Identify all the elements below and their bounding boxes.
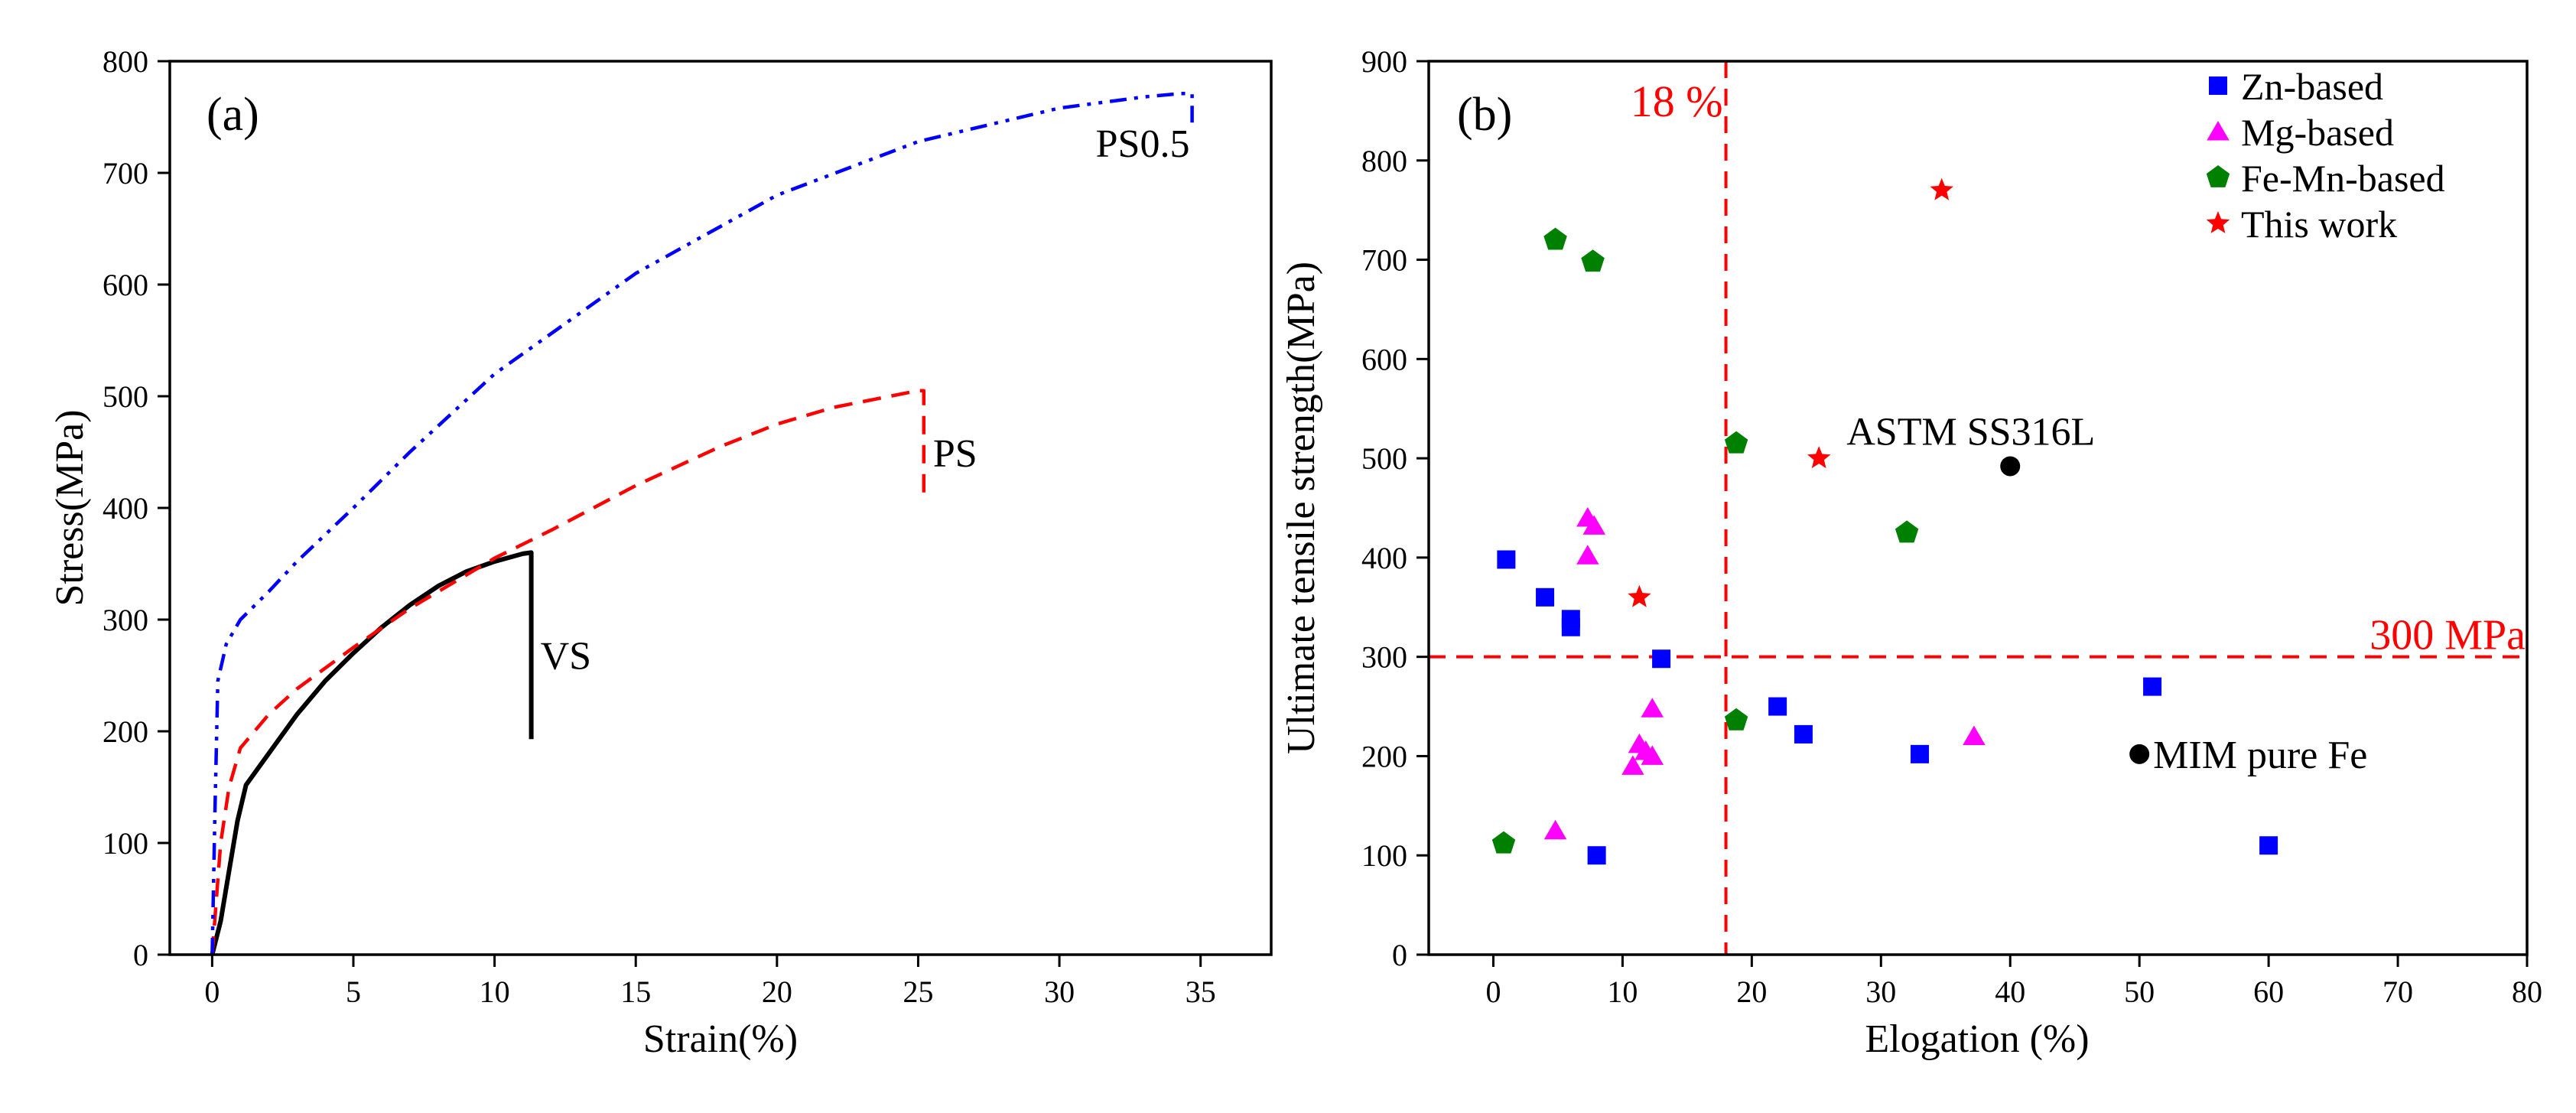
panel-a-series-label-ps0-5: PS0.5 xyxy=(1096,122,1190,166)
panel-b-x-tick-label: 0 xyxy=(1485,975,1501,1009)
panel-b-x-axis-title: Elogation (%) xyxy=(1865,1017,2089,1061)
panel-a-x-axis-title: Strain(%) xyxy=(643,1017,798,1061)
panel-b-point-this-work xyxy=(1930,177,1953,200)
panel-b-point-zn-based xyxy=(1536,587,1555,607)
legend-marker-zn-based xyxy=(2209,76,2227,95)
panel-a-x-tick-label: 30 xyxy=(1044,975,1075,1009)
panel-b-reference-label-astm-ss316l: ASTM SS316L xyxy=(1846,410,2095,454)
panel-a-x-tick-label: 35 xyxy=(1186,975,1216,1009)
panel-a-x-tick-label: 20 xyxy=(762,975,792,1009)
panel-b-y-tick-label: 400 xyxy=(1361,541,1407,575)
panel-a-label: (a) xyxy=(207,89,259,141)
panel-a-y-tick-label: 400 xyxy=(102,491,148,526)
panel-b-point-zn-based xyxy=(1652,649,1671,669)
panel-b-y-axis-title: Ultimate tensile strength(MPa) xyxy=(1280,262,1323,754)
panel-b-point-fe-mn-based xyxy=(1724,708,1748,731)
panel-b-point-zn-based xyxy=(1497,550,1516,569)
panel-a-y-tick-label: 100 xyxy=(102,826,148,861)
panel-b-point-mg-based xyxy=(1621,755,1644,775)
panel-b-point-fe-mn-based xyxy=(1724,431,1748,454)
panel-b-point-zn-based xyxy=(1587,846,1606,865)
panel-a-y-axis-title: Stress(MPa) xyxy=(48,409,92,606)
panel-b-point-fe-mn-based xyxy=(1491,831,1516,854)
panel-a-x-tick-label: 25 xyxy=(903,975,933,1009)
panel-b-plot-frame xyxy=(1427,60,2529,956)
panel-b-point-zn-based xyxy=(1910,744,1929,763)
panel-a-x-tick-label: 5 xyxy=(346,975,361,1009)
panel-a-y-tick-label: 800 xyxy=(102,44,148,79)
panel-b-reference-label-mim-pure-fe: MIM pure Fe xyxy=(2153,734,2367,777)
panel-a-series-ps0-5 xyxy=(210,92,1194,955)
panel-b-point-zn-based xyxy=(2259,836,2278,855)
panel-a-y-tick-label: 500 xyxy=(102,379,148,414)
panel-a-series-label-ps: PS xyxy=(933,432,977,476)
panel-b-point-zn-based xyxy=(1768,697,1787,716)
panel-a-y-tick-label: 600 xyxy=(102,268,148,302)
panel-b-reference-point-mim-pure-fe xyxy=(2129,744,2150,764)
panel-a-y-tick-label: 200 xyxy=(102,714,148,749)
panel-b-point-fe-mn-based xyxy=(1543,227,1567,250)
panel-a-x-tick-label: 0 xyxy=(204,975,220,1009)
panel-b-strength-threshold-label: 300 MPa xyxy=(2369,612,2526,659)
panel-b-point-fe-mn-based xyxy=(1895,520,1919,543)
panel-b-elongation-threshold-label: 18 % xyxy=(1631,76,1723,126)
panel-b-x-tick-label: 80 xyxy=(2512,975,2542,1009)
panel-a-y-tick-label: 0 xyxy=(133,938,148,972)
panel-b-y-tick-label: 900 xyxy=(1361,44,1407,79)
panel-b-label: (b) xyxy=(1457,89,1512,141)
panel-b-point-this-work xyxy=(1807,446,1831,469)
panel-b-point-mg-based xyxy=(1641,698,1664,718)
panel-b-x-tick-label: 30 xyxy=(1865,975,1896,1009)
panel-b-reference-point-astm-ss316l xyxy=(2000,456,2021,477)
panel-b-point-mg-based xyxy=(1576,545,1599,565)
panel-b-point-mg-based xyxy=(1963,725,1986,745)
panel-b-x-tick-label: 50 xyxy=(2124,975,2155,1009)
panel-b-point-fe-mn-based xyxy=(1581,249,1605,272)
legend-label-zn-based: Zn-based xyxy=(2241,65,2383,108)
panel-b-point-mg-based xyxy=(1543,819,1567,840)
legend-label-mg-based: Mg-based xyxy=(2241,111,2394,154)
panel-a-y-tick-label: 700 xyxy=(102,156,148,190)
panel-b-y-tick-label: 200 xyxy=(1361,739,1407,773)
panel-b-x-tick-label: 60 xyxy=(2253,975,2284,1009)
panel-b-y-tick-label: 800 xyxy=(1361,144,1407,178)
panel-b-y-tick-label: 600 xyxy=(1361,342,1407,376)
panel-b-x-tick-label: 70 xyxy=(2382,975,2413,1009)
panel-b-point-mg-based xyxy=(1582,515,1605,535)
panel-a-x-tick-label: 15 xyxy=(620,975,651,1009)
panel-b-point-mg-based xyxy=(1641,745,1664,765)
legend-marker-mg-based xyxy=(2207,121,2230,141)
panel-a-y-tick-label: 300 xyxy=(102,603,148,637)
panel-b-x-tick-label: 20 xyxy=(1736,975,1767,1009)
panel-b-point-zn-based xyxy=(1794,724,1813,744)
panel-a-x-tick-label: 10 xyxy=(480,975,510,1009)
panel-b-point-zn-based xyxy=(2143,677,2162,696)
legend-label-this-work: This work xyxy=(2241,203,2397,246)
panel-b-point-zn-based xyxy=(1561,617,1580,636)
panel-b-point-this-work xyxy=(1628,584,1651,607)
panel-b-y-tick-label: 700 xyxy=(1361,243,1407,278)
panel-a-plot-frame xyxy=(168,60,1273,956)
panel-b-x-tick-label: 10 xyxy=(1607,975,1638,1009)
panel-b-y-tick-label: 0 xyxy=(1392,938,1407,972)
panel-b-y-tick-label: 100 xyxy=(1361,838,1407,873)
legend-marker-this-work xyxy=(2206,211,2230,233)
panel-a-stress-strain-chart: 0 5 10 15 20 25 30 35 0 100 200 300 400 500 600 700 800… xyxy=(48,44,1273,1061)
panel-b-y-tick-label: 300 xyxy=(1361,640,1407,675)
panel-a-series-label-vs: VS xyxy=(541,634,591,678)
panel-a-series-ps xyxy=(210,389,926,955)
panel-a-series-vs xyxy=(210,550,534,955)
panel-b-x-tick-label: 40 xyxy=(1995,975,2025,1009)
legend-marker-fe-mn-based xyxy=(2206,165,2230,187)
legend-label-fe-mn-based: Fe-Mn-based xyxy=(2241,157,2445,200)
panel-b-y-tick-label: 500 xyxy=(1361,441,1407,476)
panel-b-uts-elongation-chart: 18 % 300 MPa ASTM SS316L MIM pure Fe 0 10 20… xyxy=(1280,44,2542,1061)
